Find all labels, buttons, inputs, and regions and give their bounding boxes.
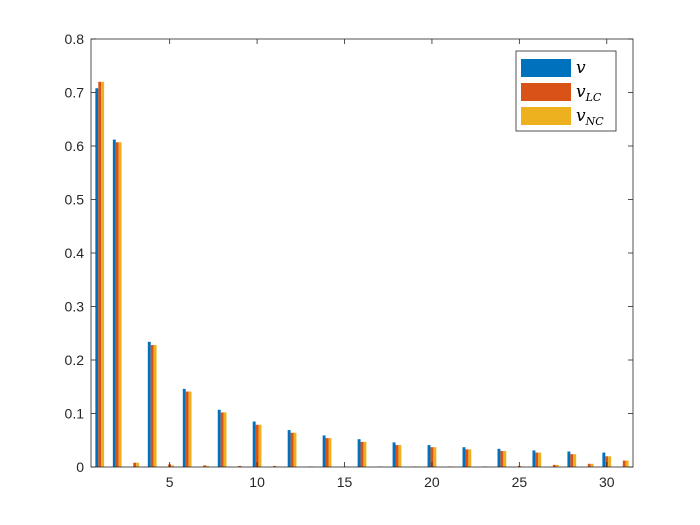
bar-vlc-6 bbox=[185, 391, 189, 467]
bar-vlc-1 bbox=[98, 81, 102, 468]
x-tick-label: 25 bbox=[512, 474, 528, 490]
bar-v-16 bbox=[357, 439, 361, 467]
bar-vnc-7 bbox=[206, 465, 210, 467]
bar-vlc-7 bbox=[203, 465, 207, 467]
x-tick-label: 20 bbox=[424, 474, 440, 490]
bar-vnc-28 bbox=[573, 454, 577, 467]
bar-vnc-16 bbox=[363, 441, 367, 467]
bar-v-1 bbox=[95, 88, 99, 467]
bar-v-30 bbox=[602, 452, 606, 467]
bar-vnc-12 bbox=[293, 432, 297, 467]
bar-v-22 bbox=[462, 447, 466, 467]
bar-vnc-24 bbox=[503, 450, 507, 467]
bar-vlc-2 bbox=[115, 142, 119, 467]
bar-vnc-22 bbox=[468, 449, 472, 467]
bar-vnc-18 bbox=[398, 445, 402, 467]
y-tick-label: 0.1 bbox=[65, 406, 85, 422]
y-tick-label: 0.2 bbox=[65, 352, 85, 368]
bar-v-12 bbox=[287, 430, 291, 467]
bar-vnc-31 bbox=[625, 460, 629, 467]
bar-vnc-5 bbox=[171, 465, 175, 467]
bar-vlc-14 bbox=[325, 438, 329, 467]
x-tick-label: 15 bbox=[337, 474, 353, 490]
bar-vnc-10 bbox=[258, 424, 262, 467]
bar-vnc-30 bbox=[608, 456, 612, 467]
legend-label-subscript: NC bbox=[585, 115, 605, 128]
bar-vlc-30 bbox=[605, 456, 609, 467]
bar-vlc-9 bbox=[238, 465, 242, 467]
bar-vlc-11 bbox=[273, 465, 277, 467]
y-tick-label: 0.8 bbox=[65, 31, 85, 47]
tick-labels-layer: 0 0.1 0.2 0.3 0.4 0.5 0.6 0.7 0.8 5 10 15 20 25 30 bbox=[65, 31, 615, 490]
bar-vlc-28 bbox=[570, 454, 574, 467]
bar-vlc-26 bbox=[535, 452, 539, 467]
bar-v-18 bbox=[392, 442, 396, 467]
bar-vlc-8 bbox=[220, 412, 224, 467]
x-tick-label: 10 bbox=[249, 474, 265, 490]
bar-vlc-4 bbox=[150, 345, 154, 467]
bar-v-2 bbox=[112, 139, 116, 467]
bar-vlc-12 bbox=[290, 432, 294, 467]
legend-label-subscript: LC bbox=[585, 91, 602, 104]
y-tick-label: 0.4 bbox=[65, 245, 85, 261]
axes-layer bbox=[90, 38, 634, 468]
bars-layer bbox=[95, 81, 629, 468]
bar-vlc-31 bbox=[622, 460, 626, 467]
bar-vnc-8 bbox=[223, 412, 227, 467]
bar-vnc-1 bbox=[101, 81, 105, 468]
bar-vnc-6 bbox=[188, 391, 192, 467]
bar-vnc-26 bbox=[538, 452, 542, 467]
bar-vlc-27 bbox=[552, 464, 556, 467]
bar-v-10 bbox=[252, 421, 256, 467]
bar-v-28 bbox=[567, 451, 571, 467]
y-tick-label: 0.6 bbox=[65, 138, 85, 154]
bar-vnc-14 bbox=[328, 438, 332, 467]
bar-vnc-4 bbox=[153, 345, 157, 467]
legend-swatch bbox=[521, 59, 571, 77]
x-tick-label: 5 bbox=[166, 474, 174, 490]
bar-v-24 bbox=[497, 448, 501, 467]
y-tick-label: 0.7 bbox=[65, 85, 85, 101]
bar-v-20 bbox=[427, 445, 431, 467]
legend-label: v bbox=[576, 58, 586, 78]
y-tick-label: 0 bbox=[76, 459, 84, 475]
bar-vlc-20 bbox=[430, 447, 434, 467]
bar-vnc-3 bbox=[136, 462, 140, 467]
bar-v-26 bbox=[532, 450, 536, 467]
y-tick-label: 0.5 bbox=[65, 192, 85, 208]
bar-vnc-2 bbox=[118, 142, 122, 467]
y-tick-label: 0.3 bbox=[65, 299, 85, 315]
bar-v-4 bbox=[147, 341, 151, 467]
x-tick-label: 30 bbox=[599, 474, 615, 490]
legend-swatch bbox=[521, 83, 571, 101]
bar-vlc-3 bbox=[133, 462, 137, 467]
legend-swatch bbox=[521, 107, 571, 125]
bar-vlc-16 bbox=[360, 441, 364, 467]
bar-vlc-22 bbox=[465, 449, 469, 467]
bar-v-6 bbox=[182, 388, 186, 467]
bar-vlc-29 bbox=[587, 463, 591, 467]
bar-vnc-20 bbox=[433, 447, 437, 467]
bar-v-8 bbox=[217, 409, 221, 467]
bar-vlc-18 bbox=[395, 445, 399, 467]
bar-vlc-10 bbox=[255, 424, 259, 467]
bar-vnc-29 bbox=[590, 463, 594, 467]
bar-v-14 bbox=[322, 435, 326, 467]
bar-vlc-24 bbox=[500, 450, 504, 467]
bar-vnc-27 bbox=[555, 464, 559, 467]
